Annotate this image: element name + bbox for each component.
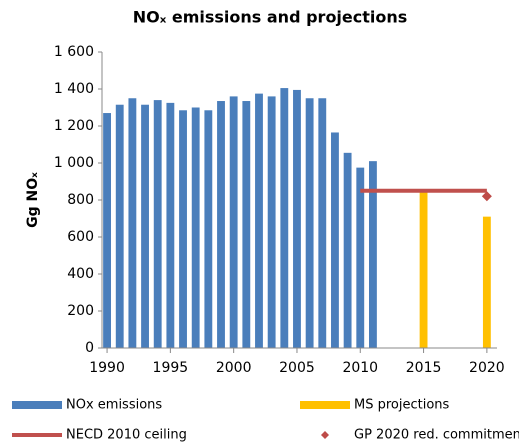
x-tick-label: 2020	[469, 360, 505, 376]
bar	[153, 100, 162, 348]
bar	[166, 102, 175, 348]
x-tick-label: 1995	[153, 360, 189, 376]
chart-title: NOₓ emissions and projections	[133, 8, 408, 27]
y-tick-label: 1 600	[54, 44, 94, 60]
y-tick-label: 1 000	[54, 155, 94, 171]
x-tick-label: 2015	[406, 360, 442, 376]
bar	[128, 98, 137, 348]
bar	[103, 113, 111, 348]
y-axis-label: Gg NOₓ	[25, 172, 41, 228]
x-tick-label: 2000	[216, 360, 252, 376]
y-tick-label: 0	[85, 340, 94, 356]
legend-label: MS projections	[354, 398, 450, 413]
y-tick-label: 1 400	[54, 81, 94, 97]
bar	[255, 93, 263, 348]
bar	[141, 104, 149, 348]
bar	[318, 98, 327, 348]
y-tick-label: 800	[67, 192, 94, 208]
bar	[191, 107, 200, 348]
bar	[179, 110, 187, 349]
x-tick-label: 2010	[342, 360, 378, 376]
legend-swatch	[12, 401, 62, 409]
bar	[305, 98, 314, 348]
bar	[369, 161, 377, 348]
x-tick-label: 1990	[89, 360, 125, 376]
x-tick-label: 2005	[279, 360, 315, 376]
bar	[280, 88, 289, 348]
marker	[481, 191, 492, 202]
y-tick-label: 400	[67, 266, 94, 282]
bar	[242, 101, 251, 349]
bar	[419, 190, 428, 348]
legend-label: NOx emissions	[66, 398, 162, 413]
bar	[267, 96, 276, 349]
bar	[293, 89, 301, 349]
y-tick-label: 1 200	[54, 118, 94, 134]
bar	[217, 101, 225, 349]
legend-label: NECD 2010 ceiling	[66, 428, 187, 443]
bar	[343, 152, 352, 348]
bar	[482, 216, 491, 348]
y-tick-label: 600	[67, 229, 94, 245]
bar	[204, 110, 213, 349]
bar	[229, 96, 238, 349]
legend-swatch	[321, 431, 329, 439]
legend-swatch	[300, 401, 350, 409]
bar	[356, 167, 365, 348]
y-tick-label: 200	[67, 303, 94, 319]
bar	[331, 132, 339, 348]
legend-label: GP 2020 red. commitments	[354, 428, 519, 443]
bar	[115, 104, 124, 348]
